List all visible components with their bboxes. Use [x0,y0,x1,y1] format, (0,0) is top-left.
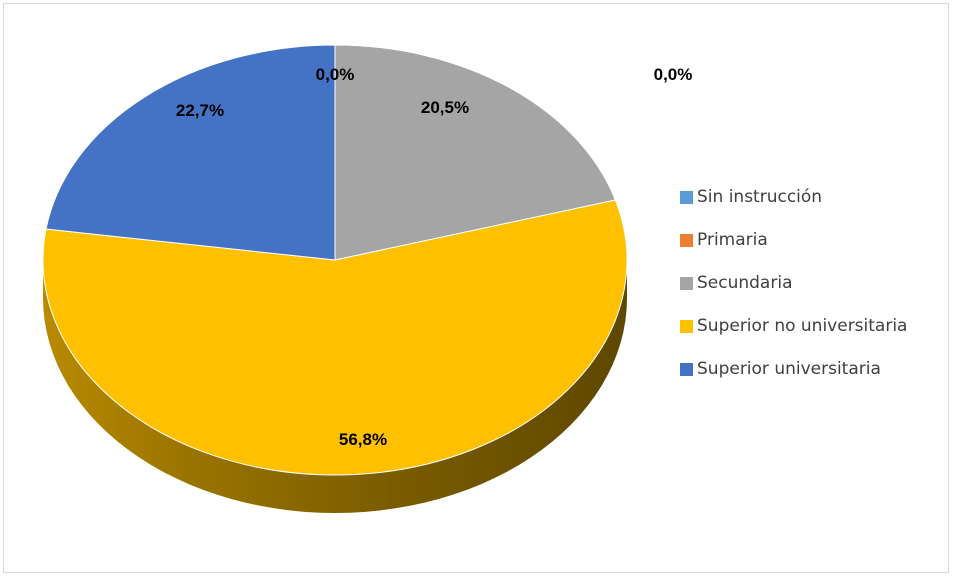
data-label-2: 20,5% [421,98,469,117]
data-label-0: 0,0% [316,65,355,84]
legend-swatch-4 [680,362,693,376]
legend-label-3: Superior no universitaria [697,316,908,336]
pie-slice-side-3 [43,260,627,513]
legend-swatch-3 [680,319,693,333]
legend-label-4: Superior universitaria [697,359,881,379]
legend-swatch-1 [680,233,693,247]
legend-swatch-0 [680,190,693,204]
legend: Sin instrucción Primaria Secundaria Superio… [680,186,907,401]
legend-label-0: Sin instrucción [697,187,823,207]
legend-item-0: Sin instrucción [680,186,907,208]
legend-item-3: Superior no universitaria [680,315,907,337]
data-label-3: 56,8% [339,430,387,449]
legend-item-2: Secundaria [680,272,907,294]
pie-slice-3 [42,199,628,476]
data-label-4: 22,7% [176,101,224,120]
pie-slice-4 [45,44,336,261]
legend-item-1: Primaria [680,229,907,251]
legend-label-2: Secundaria [697,273,793,293]
legend-item-4: Superior universitaria [680,358,907,380]
pie-slice-2 [334,44,617,261]
legend-label-1: Primaria [697,230,768,250]
legend-swatch-2 [680,276,693,290]
data-label-1: 0,0% [654,65,693,84]
